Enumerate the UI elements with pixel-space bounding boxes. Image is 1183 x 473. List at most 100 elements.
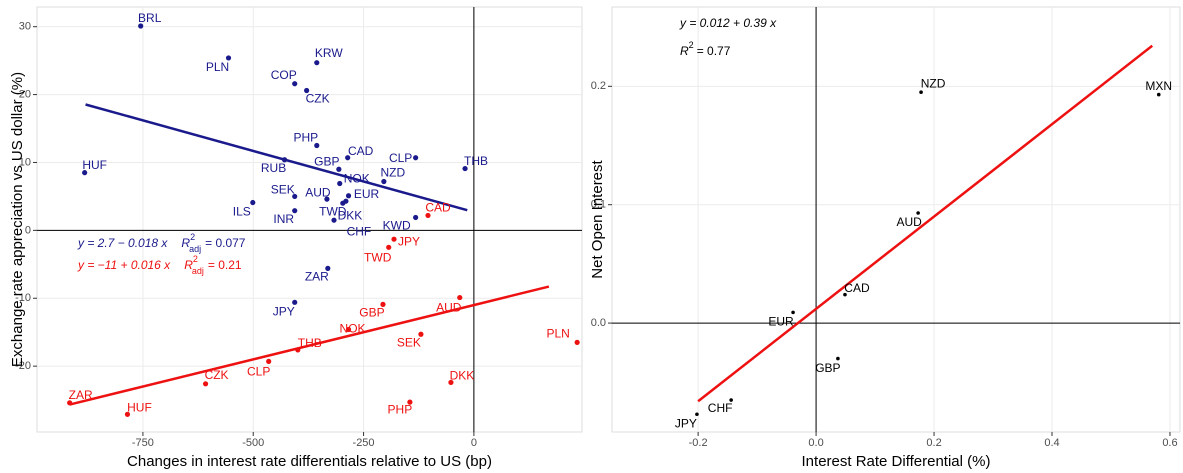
r2-symbol: R bbox=[184, 258, 193, 272]
point-label: RUB bbox=[261, 161, 286, 175]
point-label: INR bbox=[273, 212, 294, 226]
point bbox=[314, 60, 320, 66]
r2: R2 = 0.77 bbox=[680, 40, 731, 58]
point-label: KRW bbox=[315, 46, 343, 60]
point bbox=[413, 214, 419, 221]
trend-line bbox=[69, 285, 550, 406]
x-tick-label: 0.2 bbox=[926, 437, 941, 449]
point bbox=[292, 208, 298, 214]
point bbox=[791, 310, 795, 315]
r2-sub: adj bbox=[192, 266, 204, 276]
point-label: MXN bbox=[1145, 79, 1172, 93]
point bbox=[225, 55, 232, 61]
point-label: NZD bbox=[381, 166, 406, 180]
point-label: PHP bbox=[293, 131, 318, 145]
y-tick-label: 20 bbox=[19, 88, 31, 100]
point bbox=[418, 331, 424, 337]
point-label: CAD bbox=[425, 201, 451, 215]
point-label: HUF bbox=[127, 401, 152, 415]
point-label: TWD bbox=[364, 251, 392, 265]
point-label: GBP bbox=[815, 361, 840, 375]
point-label: CLP bbox=[389, 151, 412, 165]
x-tick-label: 0.4 bbox=[1044, 437, 1059, 449]
point-label: JPY bbox=[273, 304, 295, 318]
x-tick-label: -750 bbox=[132, 437, 154, 449]
point-label: ILS bbox=[233, 205, 251, 219]
point bbox=[457, 294, 463, 301]
x-axis-title: Changes in interest rate differentials r… bbox=[127, 453, 492, 470]
point bbox=[331, 217, 337, 223]
point-label: JPY bbox=[398, 234, 420, 248]
point bbox=[202, 381, 209, 387]
point bbox=[345, 326, 352, 333]
point bbox=[836, 356, 840, 361]
r2-sub: adj bbox=[189, 244, 201, 254]
point bbox=[292, 299, 298, 305]
x-tick-label: -0.2 bbox=[689, 437, 708, 449]
x-tick-label: -500 bbox=[242, 437, 264, 449]
point-label: CHF bbox=[347, 224, 372, 238]
point-label: NZD bbox=[921, 76, 946, 90]
r2-symbol: R bbox=[181, 236, 190, 250]
point-label: TWD bbox=[319, 204, 347, 218]
point bbox=[695, 412, 699, 417]
point bbox=[916, 211, 920, 215]
x-tick-label: 0.0 bbox=[808, 437, 823, 449]
x-axis-title: Interest Rate Differential (%) bbox=[802, 453, 991, 470]
point-label: CLP bbox=[247, 365, 270, 379]
x-tick-label: 0.6 bbox=[1162, 437, 1177, 449]
point bbox=[413, 155, 419, 161]
equation-text: y = 0.012 + 0.39 x bbox=[679, 16, 777, 30]
point-label: ZAR bbox=[305, 270, 329, 284]
point-label: EUR bbox=[768, 315, 794, 329]
point-label: AUD bbox=[436, 301, 462, 315]
point-label: ZAR bbox=[69, 388, 93, 402]
y-tick-label: 0.2 bbox=[591, 80, 606, 92]
point-label: THB bbox=[464, 154, 488, 168]
equation-text: y = 2.7 − 0.018 x bbox=[77, 236, 168, 250]
point-label: CAD bbox=[844, 281, 870, 295]
point-label: SEK bbox=[397, 335, 421, 349]
y-tick-label: 0.1 bbox=[591, 199, 606, 211]
point bbox=[292, 193, 298, 200]
y-tick-label: 10 bbox=[19, 156, 31, 168]
point bbox=[295, 347, 301, 353]
point-label: AUD bbox=[896, 215, 922, 229]
point bbox=[343, 198, 349, 204]
point bbox=[919, 90, 923, 95]
r2-sup: 2 bbox=[193, 254, 198, 264]
r2-symbol: R bbox=[680, 44, 689, 58]
point-label: CAD bbox=[348, 144, 374, 158]
y-tick-label: -10 bbox=[15, 292, 31, 304]
plot-panel bbox=[611, 6, 1181, 433]
point bbox=[345, 155, 351, 161]
point-label: DKK bbox=[338, 208, 363, 222]
equation: y = −11 + 0.016 x R2 adj = 0.21 bbox=[77, 254, 242, 276]
y-tick-label: 0 bbox=[25, 224, 31, 236]
equation: y = 2.7 − 0.018 x R2 adj = 0.077 bbox=[77, 232, 246, 254]
point-label: NOK bbox=[344, 172, 370, 186]
point bbox=[336, 166, 342, 172]
point bbox=[266, 358, 272, 364]
point bbox=[391, 236, 397, 242]
r2-value: = 0.77 bbox=[697, 44, 731, 58]
point-label: KWD bbox=[383, 219, 411, 233]
point bbox=[304, 87, 310, 94]
point bbox=[386, 244, 392, 250]
point bbox=[345, 193, 352, 199]
point bbox=[843, 292, 847, 297]
point bbox=[325, 265, 331, 271]
point-label: NOK bbox=[340, 322, 366, 336]
point-label: JPY bbox=[675, 416, 697, 430]
point-label: CHF bbox=[708, 401, 733, 415]
point-label: PLN bbox=[206, 60, 229, 74]
r2-value: = 0.077 bbox=[205, 236, 246, 250]
y-tick-label: -20 bbox=[15, 360, 31, 372]
point-label: DKK bbox=[450, 369, 475, 383]
point bbox=[324, 196, 330, 202]
y-tick-label: 30 bbox=[19, 21, 31, 33]
point bbox=[250, 199, 256, 206]
point bbox=[138, 23, 144, 29]
point bbox=[380, 301, 386, 307]
